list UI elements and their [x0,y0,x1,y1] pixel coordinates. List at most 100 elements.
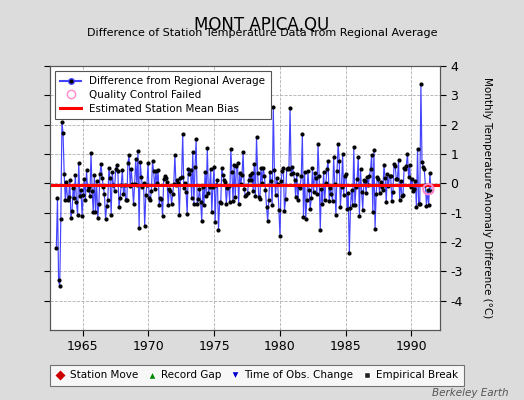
Point [158,213,167,220]
Point [264,218,272,224]
Point [232,163,241,169]
Point [112,166,120,173]
Point [380,162,388,168]
Point [115,204,123,210]
Point [343,206,351,212]
Point [166,188,174,194]
Point [340,192,348,198]
Point [316,226,324,233]
Point [80,176,89,182]
Point [89,209,97,216]
Point [221,179,230,185]
Point [126,183,134,189]
Point [123,197,131,204]
Point [237,181,245,188]
Point [105,165,113,172]
Point [296,184,304,191]
Point [146,197,155,204]
Point [293,196,302,203]
Point [277,178,285,185]
Point [121,182,129,188]
Point [256,196,264,202]
Point [145,195,154,202]
Point [159,176,168,182]
Point [334,141,342,148]
Point [59,130,67,137]
Point [108,169,116,176]
Point [356,166,365,172]
Point [182,189,190,195]
Point [101,216,110,222]
Point [133,182,141,189]
Point [63,197,72,203]
Point [130,181,139,188]
Point [391,163,399,169]
Point [303,197,311,203]
Point [400,164,408,171]
Point [206,166,215,172]
Point [96,170,104,177]
Point [228,169,236,175]
Point [213,177,222,183]
Point [362,189,370,196]
Point [172,182,180,188]
Point [336,204,345,211]
Point [411,178,420,184]
Point [161,173,169,179]
Point [241,192,249,199]
Point [370,147,378,154]
Point [219,172,227,179]
Point [248,170,256,176]
Point [297,173,305,179]
Point [402,162,410,169]
Point [194,196,203,202]
Point [125,152,133,158]
Point [421,182,430,188]
Point [164,202,172,209]
Point [285,166,293,172]
Point [223,184,232,191]
Point [392,176,400,182]
Point [383,171,391,177]
Point [173,177,181,183]
Point [312,174,320,181]
Point [292,171,301,177]
Point [138,184,147,190]
Point [181,180,189,186]
Point [217,165,226,172]
Point [234,201,243,207]
Point [91,208,100,215]
Point [266,169,274,175]
Point [382,198,390,205]
Point [249,188,257,194]
Point [154,167,162,173]
Point [147,188,156,194]
Point [389,189,397,195]
Point [423,186,432,193]
Point [109,182,117,188]
Point [314,141,322,147]
Legend: Station Move, Record Gap, Time of Obs. Change, Empirical Break: Station Move, Record Gap, Time of Obs. C… [50,365,464,386]
Point [211,219,220,225]
Point [347,186,356,193]
Point [144,160,152,166]
Point [368,209,377,215]
Point [198,218,206,224]
Point [364,182,373,188]
Point [229,198,237,204]
Point [417,80,425,87]
Point [92,178,101,184]
Point [281,196,290,202]
Point [309,189,318,196]
Point [398,193,406,199]
Point [331,181,339,188]
Point [305,187,313,193]
Point [140,223,149,230]
Point [184,166,192,172]
Point [385,172,394,179]
Point [210,164,218,170]
Point [86,193,94,200]
Point [280,208,289,214]
Point [318,200,326,207]
Point [378,184,386,190]
